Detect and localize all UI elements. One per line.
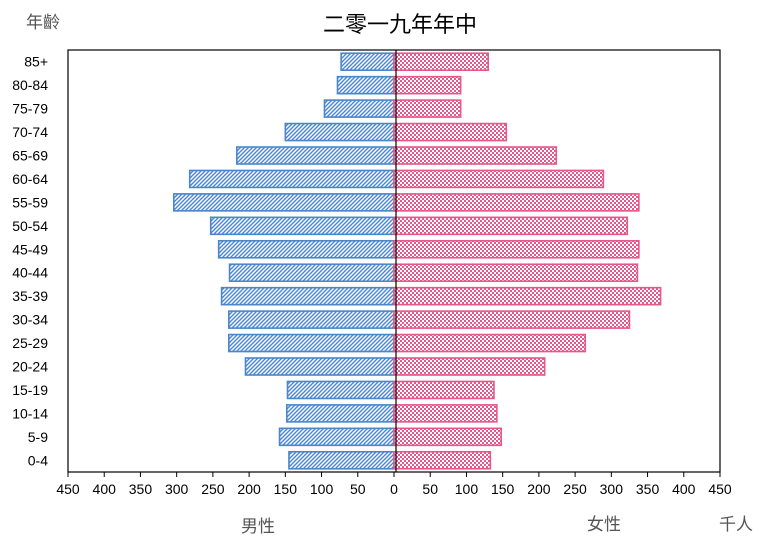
chart-title: 二零一九年年中 [323,13,477,38]
male-bar-30-34 [228,310,395,329]
male-bar-50-54 [209,216,395,236]
male-bar-60-64 [188,169,395,189]
age-label-65-69: 65-69 [12,148,48,164]
female-bar-20-24 [393,357,546,376]
x-tick-label: 400 [672,481,696,497]
x-tick-label: 350 [129,481,153,497]
female-bar-35-39 [393,286,662,306]
age-label-50-54: 50-54 [12,218,48,234]
x-tick-label: 100 [455,481,479,497]
female-bar-45-49 [393,239,640,259]
male-bar-35-39 [220,286,395,306]
age-label-15-19: 15-19 [12,382,48,398]
x-tick-label: 300 [165,481,189,497]
female-bar-55-59 [393,193,640,212]
male-bar-20-24 [244,357,395,376]
male-bar-25-29 [228,333,395,353]
x-tick-label: 200 [237,481,261,497]
y-axis-label: 年齡 [26,13,60,33]
age-label-30-34: 30-34 [12,312,48,328]
female-bar-85+ [393,52,489,72]
age-label-35-39: 35-39 [12,288,48,304]
female-bar-65-69 [393,146,558,165]
x-tick-label: 300 [600,481,624,497]
x-tick-label: 100 [310,481,334,497]
female-bar-0-4 [393,450,492,470]
female-bar-5-9 [393,427,503,447]
age-label-70-74: 70-74 [12,124,48,140]
age-group-labels: 0-4 5-9 10-14 15-19 20-24 25-29 30-34 35-39 40-4… [12,54,48,469]
age-label-0-4: 0-4 [28,452,48,468]
x-tick-label: 450 [708,481,732,497]
x-tick-label: 450 [56,481,80,497]
female-bar-25-29 [393,333,587,353]
age-label-85+: 85+ [24,54,48,70]
x-tick-label: 50 [422,481,438,497]
age-label-20-24: 20-24 [12,359,48,375]
male-bar-65-69 [235,146,395,165]
x-axis-ticks: 450 400 350 300 250 200 150 100 50 0 50 100 150 200 25… [56,472,732,497]
age-label-10-14: 10-14 [12,405,48,421]
legend-male: 男性 [241,517,275,537]
x-tick-label: 0 [390,481,398,497]
male-bar-5-9 [278,427,395,447]
x-tick-label: 250 [563,481,587,497]
female-bar-75-79 [393,99,462,118]
x-tick-label: 50 [350,481,366,497]
male-bar-80-84 [336,75,395,95]
male-bar-75-79 [323,99,395,118]
male-bar-15-19 [286,380,395,400]
female-bar-80-84 [393,75,462,95]
x-tick-label: 150 [274,481,298,497]
age-label-80-84: 80-84 [12,77,48,93]
bars-group [172,52,662,470]
x-tick-label: 200 [527,481,551,497]
male-bar-0-4 [288,450,395,470]
x-tick-label: 400 [93,481,117,497]
age-label-60-64: 60-64 [12,171,48,187]
male-bar-45-49 [217,239,395,259]
male-bar-70-74 [284,122,395,142]
age-label-40-44: 40-44 [12,265,48,281]
x-tick-label: 250 [201,481,225,497]
age-label-25-29: 25-29 [12,335,48,351]
unit-label: 千人 [719,515,753,535]
female-bar-10-14 [393,404,498,423]
male-bar-85+ [340,52,395,72]
female-bar-70-74 [393,122,508,142]
male-bar-55-59 [172,193,395,212]
female-bar-40-44 [393,263,639,283]
male-bar-10-14 [285,404,395,423]
legend-female: 女性 [587,515,621,535]
female-bar-50-54 [393,216,629,236]
x-tick-label: 350 [636,481,660,497]
age-label-55-59: 55-59 [12,194,48,210]
female-bar-60-64 [393,169,605,189]
male-bar-40-44 [228,263,395,283]
female-bar-30-34 [393,310,631,329]
x-tick-label: 150 [491,481,515,497]
female-bar-15-19 [393,380,495,400]
age-label-45-49: 45-49 [12,241,48,257]
age-label-75-79: 75-79 [12,101,48,117]
age-label-5-9: 5-9 [28,429,48,445]
